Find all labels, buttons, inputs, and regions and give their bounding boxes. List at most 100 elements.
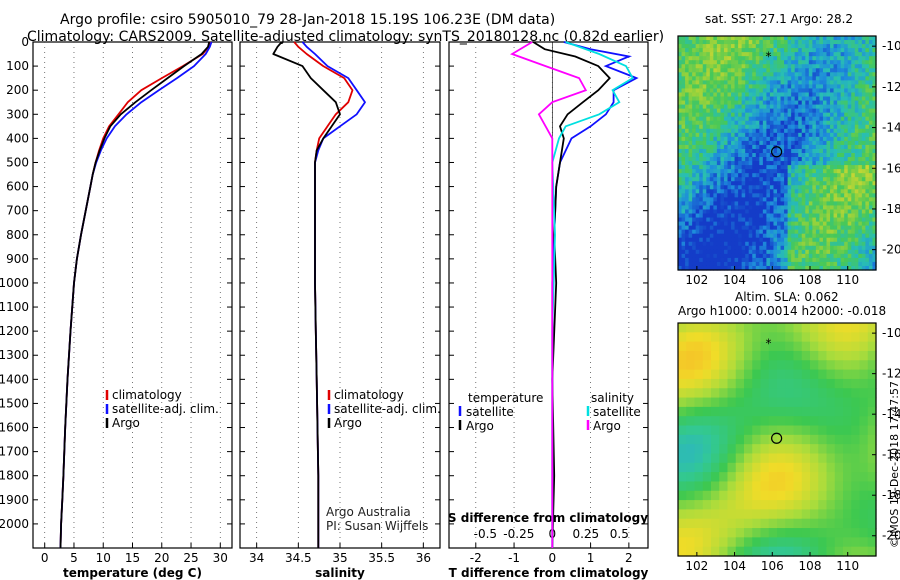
map-cell [720, 52, 725, 57]
map-cell [833, 148, 838, 154]
map-cell [727, 350, 737, 361]
map-cell [872, 108, 877, 114]
map-cell [692, 120, 697, 126]
x-axis-label-difference: T difference from climatology [449, 566, 649, 580]
map-cell [787, 169, 792, 174]
panel-frame-difference [448, 41, 649, 549]
map-cell [791, 237, 796, 243]
map-cell [798, 197, 803, 203]
map-cell [748, 112, 753, 118]
map-cell [826, 76, 831, 81]
depth-tick-label: 300 [6, 107, 29, 121]
map-cell [720, 233, 725, 239]
map-cell [834, 378, 844, 389]
map-cell [826, 225, 831, 231]
map-cell [777, 406, 786, 417]
map-cell [713, 56, 718, 61]
map-cell [837, 120, 842, 126]
map-cell [681, 84, 686, 90]
map-cell [744, 528, 753, 538]
map-cell [702, 406, 712, 417]
map-cell [861, 209, 866, 215]
map-cell [791, 88, 796, 94]
map-cell [826, 161, 831, 166]
map-cell [738, 177, 743, 182]
map-cell [769, 237, 775, 243]
map-cell [777, 177, 782, 182]
map-cell [833, 64, 838, 69]
map-cell [702, 128, 707, 134]
map-cell [759, 189, 764, 194]
map-cell [808, 108, 813, 114]
map-cell [844, 108, 849, 114]
map-cell [762, 100, 767, 106]
map-cell [787, 48, 792, 53]
map-cell [731, 108, 736, 114]
map-cell [738, 92, 743, 98]
map-cell [685, 261, 690, 267]
map-cell [685, 140, 690, 146]
map-cell [678, 434, 687, 445]
map-cell [752, 185, 757, 190]
map-cell [843, 332, 852, 343]
map-cell [773, 108, 778, 114]
map-cell [720, 108, 725, 114]
map-cell [808, 60, 813, 65]
map-cell [872, 120, 877, 126]
map-cell [719, 490, 729, 501]
map-cell [784, 229, 789, 235]
map-cell [794, 153, 799, 158]
map-cell [819, 60, 824, 65]
map-cell [699, 60, 704, 65]
map-cell [709, 60, 714, 65]
map-cell [815, 221, 821, 227]
map-cell [777, 108, 782, 114]
map-cell [777, 229, 782, 235]
map-cell [791, 205, 796, 211]
map-cell [738, 229, 743, 235]
map-cell [727, 76, 732, 81]
map-cell [741, 108, 746, 114]
map-cell [784, 136, 789, 142]
map-cell [854, 108, 859, 114]
map-cell [826, 434, 836, 445]
map-cell [741, 76, 746, 81]
map-cell [744, 509, 753, 520]
map-cell [709, 233, 714, 239]
map-cell [843, 509, 852, 520]
map-cell [844, 36, 849, 41]
map-cell [752, 233, 757, 239]
map-cell [833, 221, 838, 227]
map-cell [819, 177, 824, 182]
map-cell [748, 257, 753, 263]
map-cell [872, 265, 877, 271]
map-cell [748, 148, 753, 154]
map-cell [819, 112, 824, 118]
map-cell [706, 136, 711, 142]
map-cell [794, 52, 799, 57]
map-cell [773, 193, 778, 198]
map-cell [854, 40, 859, 45]
map-cell [752, 52, 757, 57]
map-cell [727, 509, 737, 520]
map-cell [681, 128, 686, 134]
map-cell [752, 416, 762, 427]
map-cell [755, 249, 760, 255]
map-cell [822, 249, 828, 255]
map-cell [702, 360, 712, 371]
map-cell [678, 104, 683, 110]
map-cell [784, 84, 789, 90]
map-cell [738, 181, 743, 186]
map-cell [822, 221, 828, 227]
map-cell [731, 217, 736, 223]
map-cell [868, 241, 874, 247]
map-cell [768, 369, 778, 380]
map-cell [851, 341, 861, 352]
map-cell [798, 40, 803, 45]
map-cell [734, 56, 739, 61]
map-cell [840, 265, 845, 271]
map-cell [840, 68, 845, 73]
map-cell [773, 217, 778, 223]
map-cell [865, 36, 870, 41]
map-cell [755, 193, 760, 198]
